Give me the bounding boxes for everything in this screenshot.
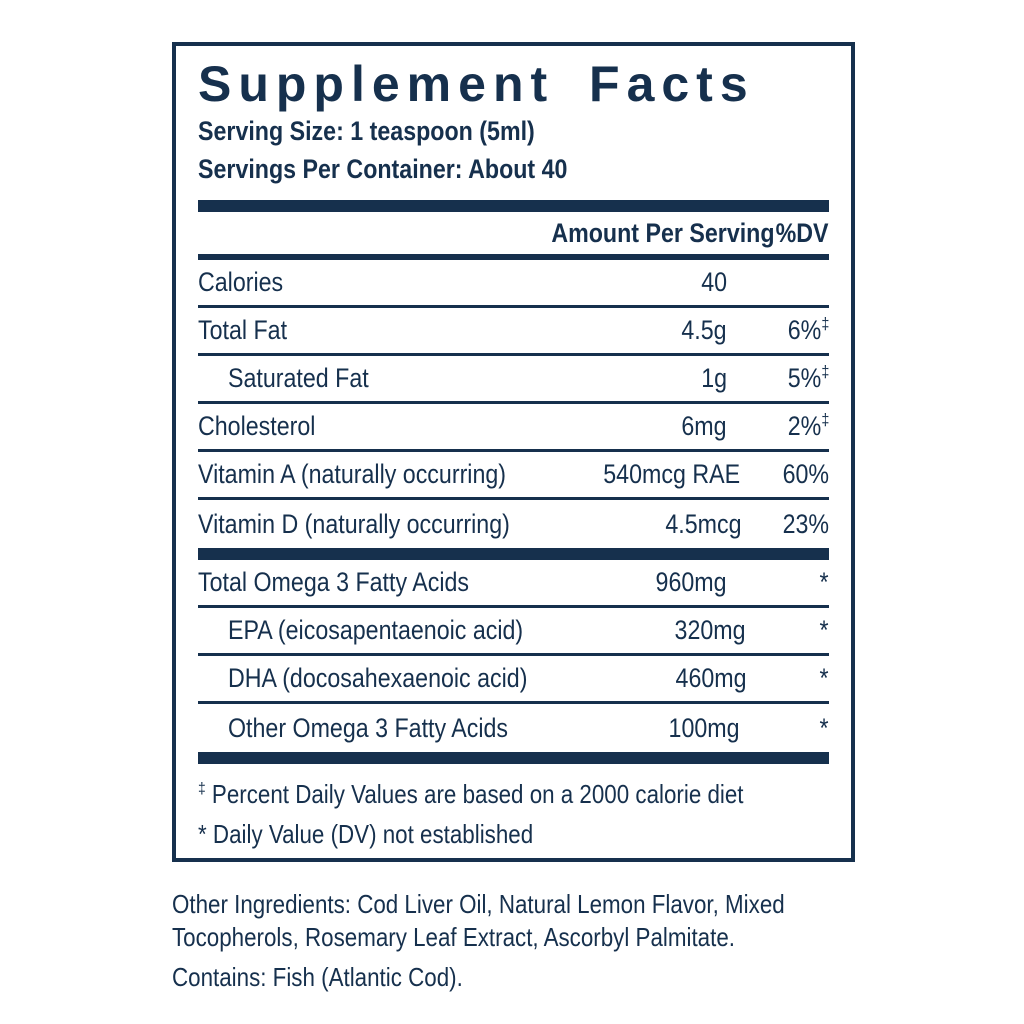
nutrient-row-vitamin-a: Vitamin A (naturally occurring) 540mcg R… (198, 452, 829, 500)
nutrient-amount: 540mcg RAE (603, 459, 741, 489)
nutrient-dv: 23% (782, 508, 829, 539)
nutrient-row-vitamin-d: Vitamin D (naturally occurring) 4.5mcg 2… (198, 500, 829, 548)
nutrient-dv: 6% (787, 315, 821, 345)
serving-size-text: Serving Size: 1 teaspoon (5ml) (198, 116, 535, 146)
nutrient-dv: * (819, 567, 829, 597)
nutrient-name: Vitamin A (naturally occurring) (198, 459, 507, 489)
nutrient-row-total-fat: Total Fat 4.5g 6%‡ (198, 308, 829, 356)
nutrient-row-saturated-fat: Saturated Fat 1g 5%‡ (198, 356, 829, 404)
asterisk-symbol: * (198, 819, 207, 849)
header-amount-per-serving: Amount Per Serving (551, 217, 775, 248)
nutrient-amount: 1g (701, 363, 727, 393)
nutrient-dv: * (819, 663, 829, 693)
nutrient-row-cholesterol: Cholesterol 6mg 2%‡ (198, 404, 829, 452)
nutrient-name: EPA (eicosapentaenoic acid) (228, 615, 524, 645)
nutrient-name: Total Omega 3 Fatty Acids (198, 567, 470, 597)
nutrient-amount: 960mg (655, 567, 727, 597)
footnote-text: Daily Value (DV) not established (212, 819, 534, 849)
below-label-text: Other Ingredients: Cod Liver Oil, Natura… (172, 888, 878, 994)
section-divider-bar-top (198, 200, 829, 212)
nutrient-row-dha: DHA (docosahexaenoic acid) 460mg * (198, 656, 829, 704)
header-divider-bar (198, 254, 829, 260)
nutrient-dv: 60% (782, 459, 829, 489)
footnote-dv-not-established: * Daily Value (DV) not established (198, 814, 829, 854)
servings-per-container-text: Servings Per Container: About 40 (198, 154, 568, 184)
nutrient-name: DHA (docosahexaenoic acid) (228, 663, 528, 693)
nutrient-amount: 4.5g (681, 315, 727, 345)
nutrient-dv: * (819, 615, 829, 645)
nutrient-dv: * (819, 712, 829, 743)
column-header-row: Amount Per Serving %DV (198, 212, 829, 254)
supplement-facts-panel: Supplement Facts Serving Size: 1 teaspoo… (172, 42, 855, 862)
nutrient-name: Saturated Fat (228, 363, 369, 393)
dagger-symbol: ‡ (198, 779, 206, 798)
section-divider-bar-omega-top (198, 548, 829, 560)
nutrient-name: Calories (198, 267, 284, 297)
other-ingredients-line: Other Ingredients: Cod Liver Oil, Natura… (172, 889, 785, 952)
footnotes: ‡ Percent Daily Values are based on a 20… (198, 764, 829, 854)
nutrient-dv: 5% (787, 363, 821, 393)
section-divider-bar-bottom (198, 752, 829, 764)
nutrient-row-other-omega-3: Other Omega 3 Fatty Acids 100mg * (198, 704, 829, 752)
nutrient-row-epa: EPA (eicosapentaenoic acid) 320mg * (198, 608, 829, 656)
nutrient-amount: 4.5mcg (665, 508, 742, 539)
nutrient-amount: 40 (701, 267, 727, 297)
nutrient-row-calories: Calories 40 (198, 260, 829, 308)
footnote-daily-values: ‡ Percent Daily Values are based on a 20… (198, 774, 829, 814)
nutrient-name: Cholesterol (198, 411, 316, 441)
nutrient-row-total-omega-3: Total Omega 3 Fatty Acids 960mg * (198, 560, 829, 608)
header-percent-dv: %DV (776, 217, 829, 248)
serving-size-line: Serving Size: 1 teaspoon (5ml) (198, 112, 829, 150)
nutrient-amount: 320mg (674, 615, 746, 645)
panel-title: Supplement Facts (198, 56, 755, 112)
nutrient-name: Vitamin D (naturally occurring) (198, 508, 510, 539)
dagger-footnote-marker: ‡ (820, 410, 829, 429)
servings-per-container-line: Servings Per Container: About 40 (198, 150, 829, 188)
footnote-text: Percent Daily Values are based on a 2000… (211, 779, 744, 809)
nutrient-name: Other Omega 3 Fatty Acids (228, 712, 509, 743)
nutrient-amount: 460mg (675, 663, 747, 693)
dagger-footnote-marker: ‡ (820, 314, 829, 333)
nutrient-dv: 2% (787, 411, 821, 441)
dagger-footnote-marker: ‡ (820, 362, 829, 381)
nutrient-amount: 100mg (668, 712, 740, 743)
contains-line: Contains: Fish (Atlantic Cod). (172, 962, 463, 992)
nutrient-name: Total Fat (198, 315, 288, 345)
nutrient-amount: 6mg (681, 411, 727, 441)
